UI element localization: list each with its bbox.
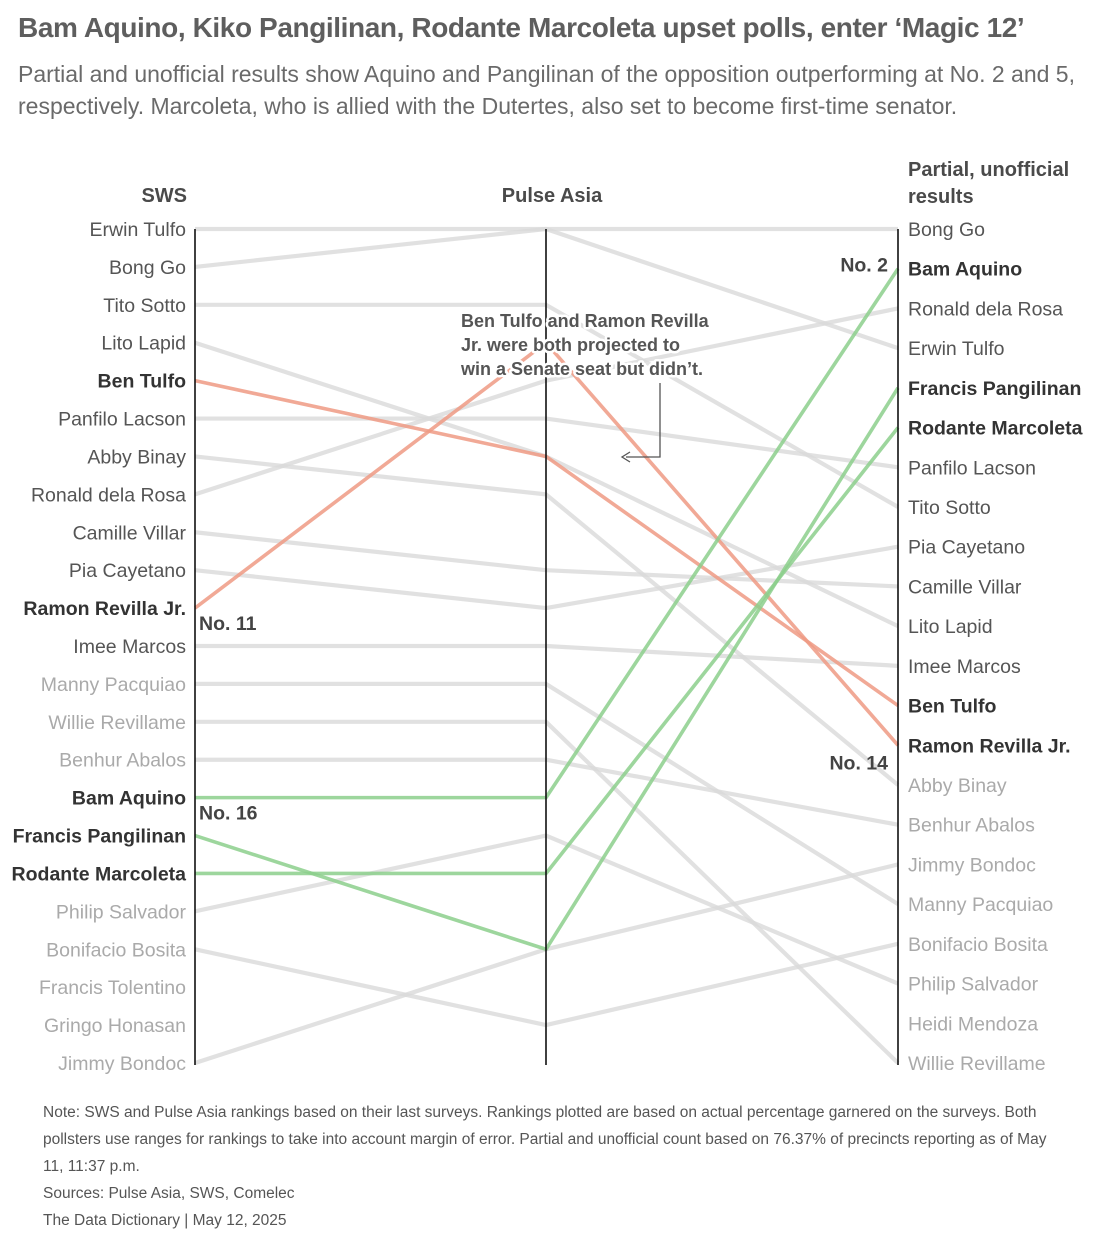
result-label-ronald-dela-rosa: Ronald dela Rosa [908,298,1063,320]
result-label-camille-villar: Camille Villar [908,576,1022,598]
annotation-halo: Ben Tulfo and Ramon Revilla [461,311,710,331]
sws-label-manny-pacquiao: Manny Pacquiao [41,674,186,696]
annotation-line: Jr. were both projected to [461,335,680,355]
sws-label-abby-binay: Abby Binay [87,446,186,468]
result-label-manny-pacquiao: Manny Pacquiao [908,894,1053,916]
chart-title: Bam Aquino, Kiko Pangilinan, Rodante Mar… [18,12,1025,43]
result-label-francis-pangilinan: Francis Pangilinan [908,378,1081,400]
result-label-philip-salvador: Philip Salvador [908,974,1039,996]
note-text: Note: SWS and Pulse Asia rankings based … [43,1104,1047,1175]
marker-no-11-sws: No. 11 [199,613,257,635]
marker-no-16-sws: No. 16 [199,803,258,825]
arrow-head-icon [620,451,631,463]
result-label-rodante-marcoleta: Rodante Marcoleta [908,418,1083,440]
sws-label-camille-villar: Camille Villar [73,522,187,544]
axes [194,229,899,1065]
sws-label-gringo-honasan: Gringo Honasan [44,1015,186,1037]
sws-label-francis-pangilinan: Francis Pangilinan [13,826,186,848]
result-label-bam-aquino: Bam Aquino [908,259,1022,281]
sws-label-philip-salvador: Philip Salvador [56,901,187,923]
header-sws: SWS [141,185,187,207]
chart-subtitle: Partial and unofficial results show Aqui… [18,61,1075,119]
sws-label-tito-sotto: Tito Sotto [103,295,186,317]
result-label-willie-revillame: Willie Revillame [908,1053,1046,1075]
result-label-erwin-tulfo: Erwin Tulfo [908,338,1005,360]
result-label-ben-tulfo: Ben Tulfo [908,696,997,718]
sws-label-ramon-revilla-jr: Ramon Revilla Jr. [23,598,186,620]
sws-label-lito-lapid: Lito Lapid [101,333,186,355]
result-label-lito-lapid: Lito Lapid [908,616,993,638]
sws-label-willie-revillame: Willie Revillame [48,712,186,734]
annotation: No. 11 No. 16 No. 2 No. 14 Ben Tulfo and Ram… [199,255,888,825]
sws-label-erwin-tulfo: Erwin Tulfo [90,219,187,241]
marker-no-2-result: No. 2 [840,255,888,277]
sws-label-bonifacio-bosita: Bonifacio Bosita [46,939,186,961]
result-label-ramon-revilla-jr: Ramon Revilla Jr. [908,735,1071,757]
sws-label-francis-tolentino: Francis Tolentino [39,977,186,999]
result-label-benhur-abalos: Benhur Abalos [908,815,1035,837]
annotation-halo: Jr. were both projected to [461,335,680,355]
result-label-jimmy-bondoc: Jimmy Bondoc [908,854,1036,876]
annotation-halo: win a Senate seat but didn’t. [460,359,703,379]
annotation-line: Ben Tulfo and Ramon Revilla [461,311,710,331]
sws-label-imee-marcos: Imee Marcos [73,636,186,658]
sources-text: Sources: Pulse Asia, SWS, Comelec [43,1185,295,1202]
result-label-bonifacio-bosita: Bonifacio Bosita [908,934,1048,956]
header-pulse-asia: Pulse Asia [502,185,603,207]
sws-label-pia-cayetano: Pia Cayetano [69,560,186,582]
sws-label-jimmy-bondoc: Jimmy Bondoc [58,1053,186,1075]
sws-label-bong-go: Bong Go [109,257,186,279]
sws-label-panfilo-lacson: Panfilo Lacson [58,409,186,431]
result-label-imee-marcos: Imee Marcos [908,656,1021,678]
footnotes: Note: SWS and Pulse Asia rankings based … [43,1099,1063,1234]
sws-label-bam-aquino: Bam Aquino [72,788,186,810]
result-label-bong-go: Bong Go [908,219,985,241]
result-label-tito-sotto: Tito Sotto [908,497,991,519]
annotation-arrow [626,383,661,458]
sws-label-ben-tulfo: Ben Tulfo [98,371,187,393]
marker-no-14-result: No. 14 [829,752,888,774]
sws-label-ronald-dela-rosa: Ronald dela Rosa [31,484,186,506]
credit-text: The Data Dictionary | May 12, 2025 [43,1212,287,1229]
sws-label-rodante-marcoleta: Rodante Marcoleta [12,863,187,885]
result-label-heidi-mendoza: Heidi Mendoza [908,1013,1038,1035]
sws-label-benhur-abalos: Benhur Abalos [59,750,186,772]
rank-labels: SWS Pulse Asia Partial, unofficial results E… [12,159,1083,1075]
annotation-line: win a Senate seat but didn’t. [460,359,703,379]
header-results: Partial, unofficial results [908,159,1069,208]
result-label-abby-binay: Abby Binay [908,775,1007,797]
result-label-panfilo-lacson: Panfilo Lacson [908,457,1036,479]
result-label-pia-cayetano: Pia Cayetano [908,537,1025,559]
slope-chart: SWS Pulse Asia Partial, unofficial results E… [12,159,1083,1075]
